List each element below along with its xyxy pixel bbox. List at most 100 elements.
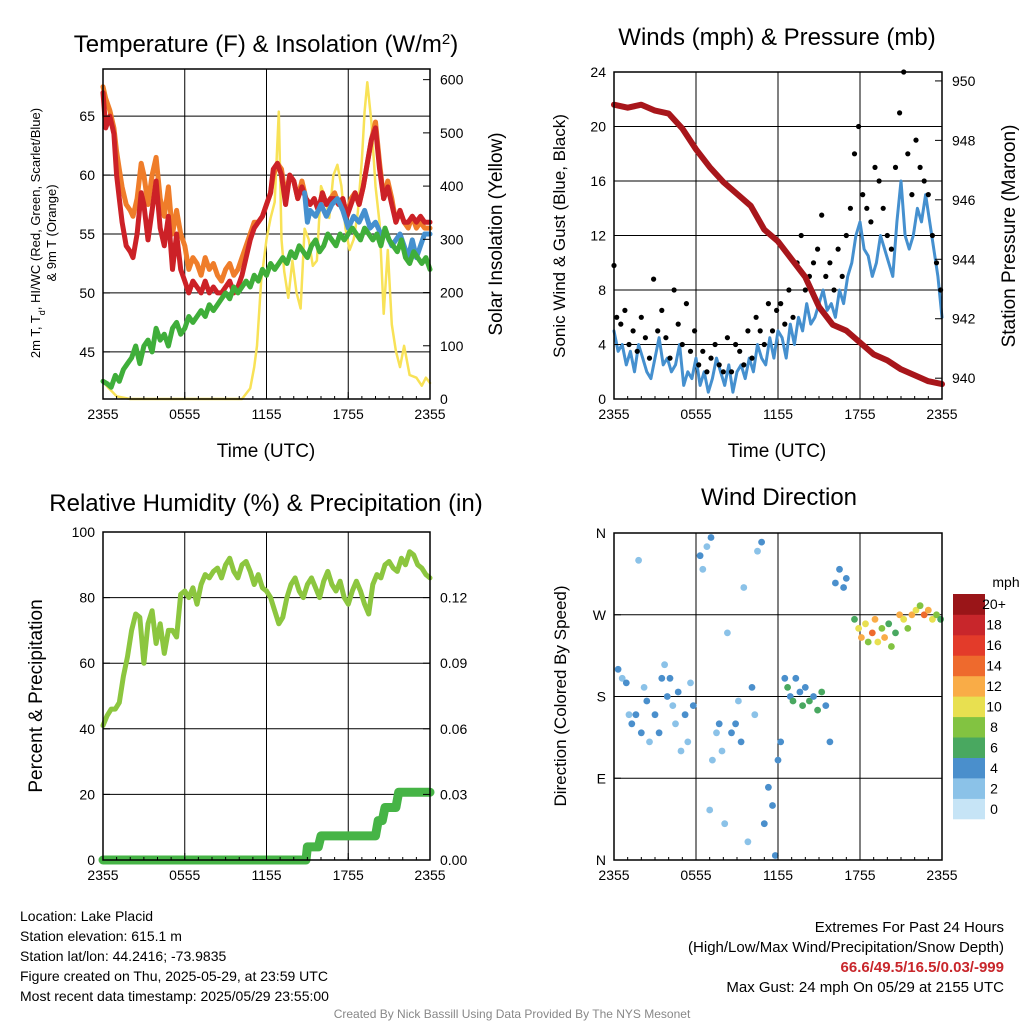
direction-point — [822, 702, 830, 709]
winds-gust-point — [860, 192, 866, 198]
winds-gust-point — [700, 348, 706, 354]
direction-point — [781, 674, 789, 682]
temp-ytick-right-label-6: 600 — [440, 72, 464, 88]
colorbar-swatch-8 — [953, 634, 985, 656]
winds-ytick-left-label-4: 16 — [590, 173, 606, 189]
winds-gust-point — [802, 287, 808, 293]
winds-gust-point — [876, 178, 882, 184]
winds-gust-point — [737, 348, 743, 354]
direction-point — [724, 629, 731, 637]
humidity-series — [98, 549, 435, 865]
direction-point — [735, 697, 742, 705]
recent-timestamp: Most recent data timestamp: 2025/05/29 2… — [20, 988, 329, 1004]
direction-point — [760, 820, 768, 828]
colorbar-label-0: 0 — [990, 801, 998, 817]
temperature-ylabel-left-1: 2m T, Td, HI/WC (Red, Green, Scarlet/Blu… — [28, 108, 47, 358]
direction-point — [904, 625, 912, 632]
winds-gust-point — [692, 328, 698, 334]
direction-point — [896, 611, 903, 619]
winds-gust-point — [835, 246, 841, 252]
direction-point — [814, 706, 821, 714]
direction-point — [646, 738, 653, 746]
direction-point — [858, 634, 865, 641]
dir-xtick-label-1: 0555 — [680, 867, 711, 883]
temperature-ylabel-right: Solar Insolation (Yellow) — [486, 132, 507, 335]
rh-ytick-right-label-4: 0.12 — [440, 590, 467, 606]
direction-point — [801, 684, 809, 691]
temp-series-temp_2m — [100, 90, 433, 296]
winds-sonic-line — [612, 179, 944, 394]
extremes-title: Extremes For Past 24 Hours — [814, 919, 1004, 936]
winds-ytick-left-label-1: 4 — [598, 337, 606, 353]
precip-line — [98, 787, 435, 865]
winds-gust-point — [921, 178, 927, 184]
winds-gust-point — [819, 212, 825, 218]
direction-point — [832, 579, 839, 587]
direction-point — [806, 697, 813, 705]
winds-ytick-left-label-3: 12 — [590, 228, 606, 244]
credit-line: Created By Nick Bassill Using Data Provi… — [333, 1007, 691, 1021]
temperature-panel: Temperature (F) & Insolation (W/m2) 2355… — [28, 31, 507, 463]
colorbar-swatch-7 — [953, 655, 985, 677]
direction-point — [713, 729, 720, 737]
winds-gust-point — [843, 232, 849, 239]
rh-ytick-left-label-2: 40 — [79, 721, 95, 737]
winds-ytick-left-label-6: 24 — [590, 64, 606, 80]
temp-xtick-label-3: 1755 — [333, 406, 364, 422]
station-latlon: Station lat/lon: 44.2416; -73.9835 — [20, 948, 227, 964]
direction-point — [622, 679, 630, 687]
winds-gust-point — [614, 314, 620, 320]
colorbar-swatch-6 — [953, 675, 985, 697]
temperature-title: Temperature (F) & Insolation (W/m2) — [74, 31, 458, 59]
winds-gust-point — [630, 328, 636, 334]
winds-ytick-right-label-5: 950 — [952, 73, 976, 89]
dir-ytick-left-label-2: S — [597, 689, 606, 705]
direction-point — [851, 615, 858, 623]
direction-point — [924, 606, 932, 614]
winds-gust-point — [872, 164, 878, 170]
direction-point — [669, 702, 677, 709]
direction-point — [640, 684, 648, 691]
winds-ytick-right-label-1: 942 — [952, 311, 976, 327]
direction-point — [666, 674, 674, 682]
direction-point — [681, 711, 689, 719]
temp-xtick-label-1: 0555 — [169, 406, 200, 422]
rh-ytick-right-label-3: 0.09 — [440, 655, 467, 671]
direction-point — [881, 634, 888, 641]
winds-gust-point — [622, 307, 628, 313]
rh-ytick-left-label-1: 20 — [79, 786, 95, 802]
dir-xtick-label-4: 2355 — [926, 867, 957, 883]
direction-point — [888, 643, 895, 650]
direction-point — [696, 552, 704, 560]
winds-xlabel: Time (UTC) — [728, 441, 827, 462]
temp-ytick-right-label-1: 100 — [440, 338, 464, 354]
winds-xtick-label-4: 2355 — [926, 406, 957, 422]
direction-point — [661, 661, 668, 669]
dir-xtick-label-3: 1755 — [844, 867, 875, 883]
rh-xtick-label-0: 2355 — [87, 867, 118, 883]
winds-gust-point — [929, 232, 936, 239]
direction-point — [706, 806, 714, 814]
extremes-values: 66.6/49.5/16.5/0.03/-999 — [840, 959, 1004, 976]
direction-point — [674, 688, 682, 696]
temp-ytick-left-label-1: 50 — [79, 285, 95, 301]
winds-gust-point — [757, 328, 763, 334]
direction-point — [868, 629, 876, 637]
winds-gust-point — [880, 205, 886, 211]
direction-point — [826, 738, 834, 746]
temp-ytick-left-label-0: 45 — [79, 344, 95, 360]
direction-point — [840, 584, 847, 591]
direction-series — [614, 534, 944, 859]
rh-ytick-left-label-5: 100 — [72, 524, 96, 540]
winds-gust-point — [716, 362, 722, 368]
colorbar-label-6: 12 — [986, 678, 1002, 694]
winds-gust-point — [749, 355, 755, 361]
direction-point — [643, 697, 651, 705]
direction-point — [655, 729, 663, 737]
winds-gust-point — [847, 205, 854, 211]
rh-ytick-left-label-0: 0 — [87, 852, 95, 868]
direction-point — [721, 820, 729, 828]
winds-xtick-label-1: 0555 — [680, 406, 711, 422]
direction-point — [769, 802, 776, 809]
